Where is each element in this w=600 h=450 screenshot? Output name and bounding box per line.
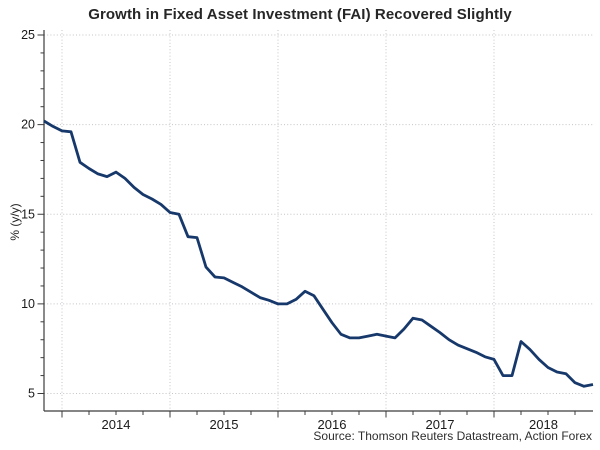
svg-text:20: 20: [21, 118, 35, 132]
axes: [43, 30, 593, 412]
chart-title: Growth in Fixed Asset Investment (FAI) R…: [88, 6, 512, 23]
gridlines: [44, 30, 593, 411]
svg-text:2015: 2015: [210, 417, 239, 432]
svg-text:2016: 2016: [318, 417, 347, 432]
svg-text:2017: 2017: [426, 417, 455, 432]
data-line: [43, 119, 594, 388]
svg-text:10: 10: [21, 297, 35, 311]
svg-text:2018: 2018: [529, 417, 558, 432]
svg-text:5: 5: [28, 387, 35, 401]
y-axis-title: % (y/y): [8, 203, 22, 241]
svg-text:15: 15: [21, 207, 35, 221]
tick-labels: 5 10 15 20 25 2014 2015 2016 2017 2018: [21, 28, 558, 432]
tick-marks: [37, 34, 576, 418]
source-note: Source: Thomson Reuters Datastream, Acti…: [313, 429, 592, 443]
svg-text:25: 25: [21, 28, 35, 42]
fai-series-path: [43, 119, 594, 388]
svg-text:2014: 2014: [102, 417, 131, 432]
